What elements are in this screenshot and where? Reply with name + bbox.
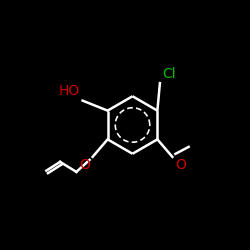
Text: O: O — [175, 158, 186, 172]
Text: Cl: Cl — [162, 66, 176, 80]
Text: HO: HO — [59, 84, 80, 98]
Text: O: O — [79, 158, 90, 172]
